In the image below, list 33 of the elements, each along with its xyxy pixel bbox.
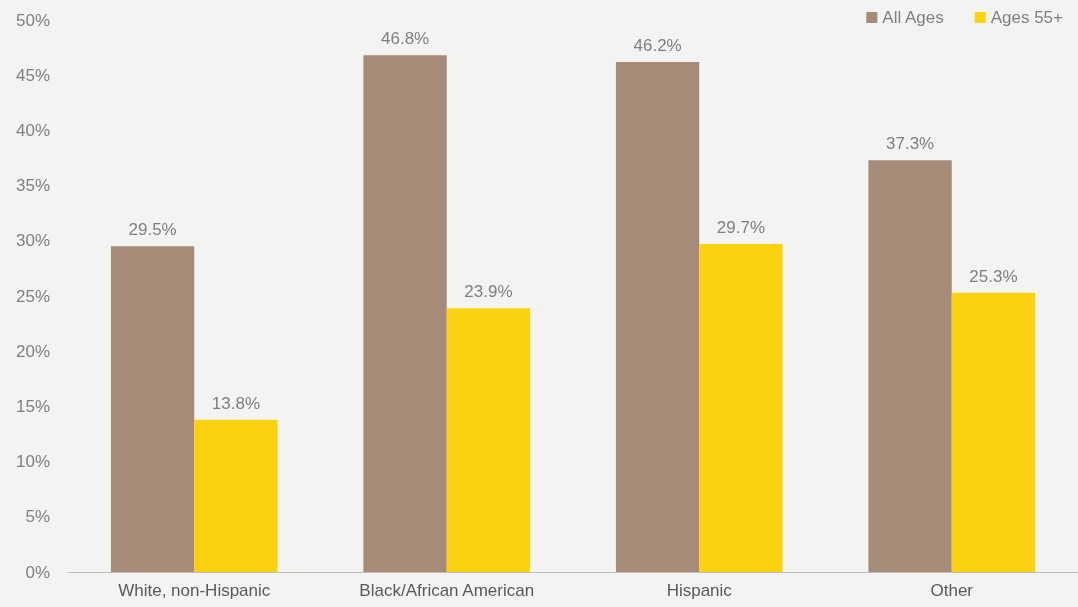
data-label: 37.3% — [885, 134, 935, 154]
bar — [446, 308, 531, 572]
data-label: 23.9% — [464, 282, 513, 302]
x-tick-label: Hispanic — [666, 581, 733, 600]
data-label: 13.8% — [211, 393, 261, 413]
legend-label: All Ages — [882, 8, 944, 27]
y-tick-label: 45% — [15, 65, 50, 85]
bar — [699, 244, 783, 572]
bar — [363, 55, 447, 572]
y-tick-label: 10% — [15, 452, 50, 472]
data-label: 46.2% — [633, 35, 682, 55]
x-tick-label: White, non-Hispanic — [118, 581, 271, 600]
x-tick-label: Black/African American — [359, 581, 535, 600]
bar — [110, 246, 195, 572]
y-tick-label: 20% — [15, 341, 50, 361]
y-tick-label: 30% — [15, 231, 50, 251]
bar — [868, 160, 952, 572]
bar — [194, 419, 278, 572]
y-tick-label: 5% — [25, 507, 50, 527]
y-tick-label: 35% — [15, 176, 50, 196]
x-tick-label: Other — [930, 581, 974, 600]
data-label: 29.5% — [128, 220, 177, 240]
bar — [951, 292, 1036, 572]
y-tick-label: 0% — [25, 562, 50, 582]
bar — [615, 61, 700, 572]
legend-label: Ages 55+ — [990, 8, 1064, 27]
y-tick-label: 15% — [15, 396, 50, 416]
data-label: 25.3% — [969, 266, 1018, 286]
data-label: 29.7% — [716, 218, 766, 238]
data-label: 46.8% — [380, 29, 430, 49]
y-tick-label: 40% — [15, 120, 50, 140]
y-tick-label: 25% — [15, 286, 50, 306]
y-tick-label: 50% — [15, 10, 50, 30]
